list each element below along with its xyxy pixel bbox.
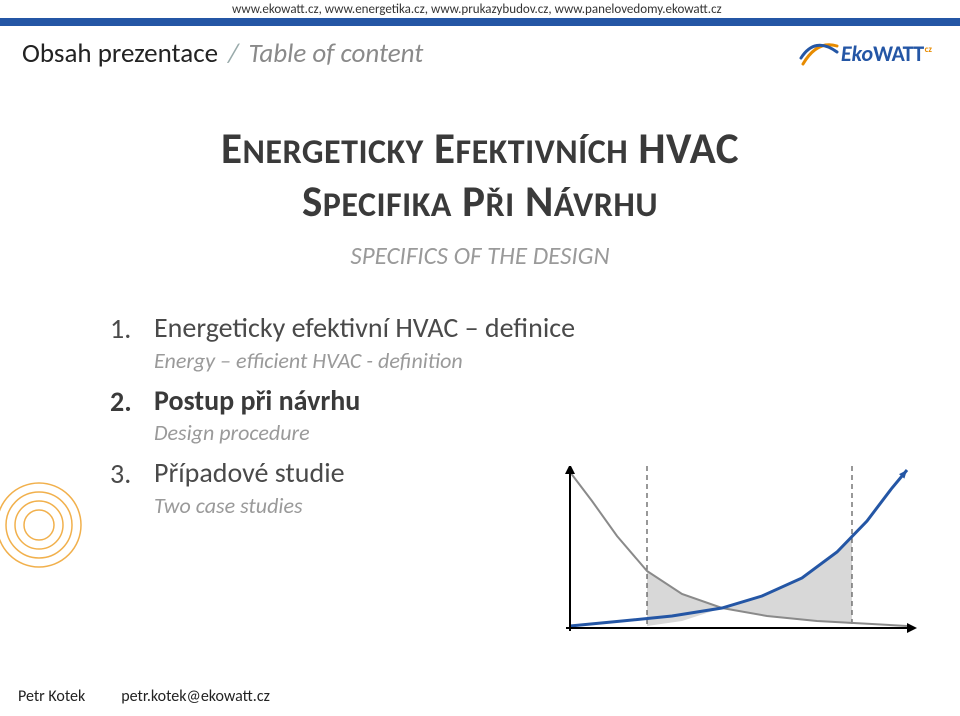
title-slash: /: [228, 37, 238, 70]
footer-name: Petr Kotek: [18, 687, 85, 706]
main-heading: ENERGETICKY EFEKTIVNÍCH HVAC SPECIFIKA P…: [0, 122, 960, 271]
footer-mail: petr.kotek@ekowatt.cz: [121, 687, 270, 706]
bullet-sub: Energy – efficient HVAC - definition: [154, 347, 960, 374]
logo-watt: WATT: [873, 40, 924, 67]
heading-line1: ENERGETICKY EFEKTIVNÍCH HVAC: [0, 122, 960, 175]
slide: www.ekowatt.cz, www.energetika.cz, www.p…: [0, 0, 960, 716]
title-main: Obsah prezentace: [22, 37, 218, 70]
header-urls: www.ekowatt.cz, www.energetika.cz, www.p…: [232, 2, 722, 18]
logo-eko: Eko: [841, 40, 873, 67]
bullet-item-2: Postup při návrhu Design procedure: [110, 384, 960, 447]
heading-line2: SPECIFIKA PŘI NÁVRHU: [0, 175, 960, 228]
header-line: www.ekowatt.cz, www.energetika.cz, www.p…: [0, 0, 960, 18]
logo-cz: cz: [925, 44, 932, 55]
title-sub: Table of content: [249, 37, 424, 70]
bullet-main: Postup při návrhu: [154, 384, 960, 418]
heading-sub: SPECIFICS OF THE DESIGN: [0, 240, 960, 271]
bullet-item-1: Energeticky efektivní HVAC – definice En…: [110, 311, 960, 374]
accent-rings-icon: [0, 480, 84, 570]
logo-swoosh-icon: [797, 32, 839, 74]
footer: Petr Kotek petr.kotek@ekowatt.cz: [0, 681, 960, 716]
bullet-main: Energeticky efektivní HVAC – definice: [154, 311, 960, 345]
slide-title: Obsah prezentace / Table of content: [22, 37, 423, 70]
logo-text: Eko WATT cz: [841, 40, 932, 67]
bullet-sub: Design procedure: [154, 419, 960, 446]
header-bar: [0, 18, 960, 26]
title-row: Obsah prezentace / Table of content Eko …: [0, 26, 960, 74]
chart-curves: [552, 466, 922, 656]
logo: Eko WATT cz: [797, 32, 932, 74]
